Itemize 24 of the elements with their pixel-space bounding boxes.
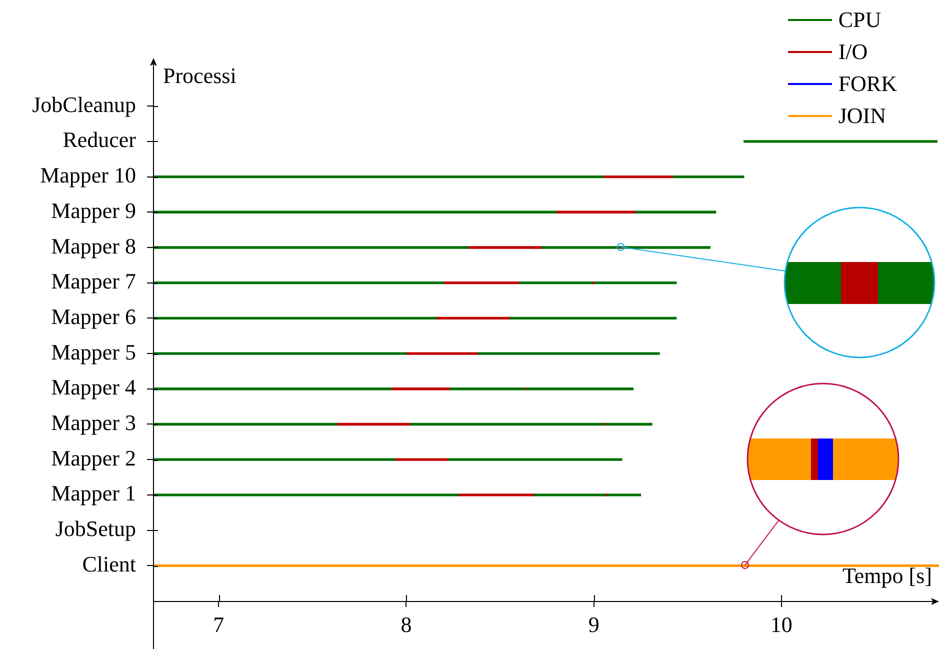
y-tick-label: Mapper 9 <box>51 198 136 223</box>
x-tick-label: 8 <box>400 612 412 637</box>
y-tick-label: Reducer <box>62 127 137 152</box>
y-tick-label: Mapper 5 <box>51 339 136 364</box>
y-tick-label: Client <box>82 551 136 576</box>
legend-label: JOIN <box>838 103 886 129</box>
x-axis-title: Tempo [s] <box>842 562 932 588</box>
y-tick-label: Mapper 4 <box>51 374 136 400</box>
legend-label: CPU <box>838 7 882 33</box>
y-tick-label: Mapper 1 <box>51 480 136 506</box>
y-tick-label: Mapper 7 <box>51 268 136 294</box>
x-tick-label: 9 <box>588 612 600 637</box>
y-tick-label: Mapper 10 <box>40 162 136 188</box>
y-tick-label: Mapper 6 <box>51 304 136 329</box>
y-tick-label: Mapper 3 <box>51 410 136 436</box>
y-tick-label: Mapper 8 <box>51 233 136 258</box>
x-tick-label: 7 <box>213 612 224 637</box>
legend-label: FORK <box>838 71 897 97</box>
x-tick-label: 10 <box>770 612 792 637</box>
y-tick-label: JobCleanup <box>32 92 136 117</box>
y-axis-title: Processi <box>163 62 236 88</box>
y-tick-label: Mapper 2 <box>51 445 136 470</box>
legend-label: I/O <box>838 39 868 65</box>
y-tick-label: JobSetup <box>55 516 136 542</box>
